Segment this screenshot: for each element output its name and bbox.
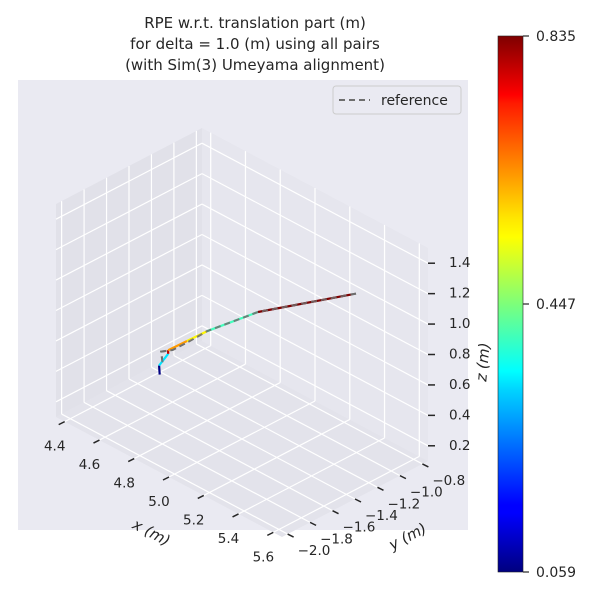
grid-z-back: [201, 142, 429, 264]
colorbar: 0.059 0.447 0.835: [497, 29, 576, 581]
x-tick-label: 5.4: [218, 531, 239, 547]
title-line-2: for delta = 1.0 (m) using all pairs: [130, 35, 380, 53]
grid-z-side: [55, 264, 203, 342]
x-tick-label: 5.0: [148, 494, 169, 510]
grid-z-side: [55, 173, 203, 251]
x-tick-label: 5.6: [253, 549, 274, 565]
grid-z-side: [55, 233, 203, 312]
trajectory-series: [158, 292, 357, 375]
y-tick-label: −1.2: [387, 496, 420, 512]
x-tick-label: 4.6: [79, 457, 100, 473]
colorbar-tick-label: 0.835: [536, 29, 576, 45]
title-line-3: (with Sim(3) Umeyama alignment): [125, 56, 385, 74]
grid-z-back: [201, 203, 429, 325]
title-line-1: RPE w.r.t. translation part (m): [144, 14, 366, 32]
colorbar-tick-label: 0.447: [536, 297, 576, 313]
y-tick-label: −0.8: [432, 473, 465, 489]
z-tick-label: 1.2: [449, 286, 470, 302]
colorbar-gradient: [498, 36, 523, 572]
y-tick-mark: [422, 463, 429, 468]
grid-z-side: [55, 203, 203, 281]
y-tick-label: −1.6: [343, 520, 376, 536]
grid-y-floor: [151, 366, 378, 488]
error-segment: [158, 353, 170, 367]
z-tick-label: 0.2: [449, 438, 470, 454]
y-tick-label: −1.4: [365, 508, 398, 524]
axis-ticks: 4.44.64.85.05.25.45.6 −2.0−1.8−1.6−1.4−1.…: [44, 255, 471, 565]
grid-lines: [55, 130, 429, 535]
grid-z-back: [201, 294, 429, 416]
z-tick-label: 0.6: [449, 377, 470, 393]
grid-y-floor: [173, 355, 401, 477]
chart-title: RPE w.r.t. translation part (m) for delt…: [125, 14, 385, 74]
x-tick-mark: [162, 476, 170, 481]
z-tick-label: 1.0: [449, 316, 470, 332]
y-tick-label: −1.8: [320, 531, 353, 547]
x-tick-mark: [127, 457, 135, 463]
y-tick-label: −1.0: [410, 485, 443, 501]
error-segment: [158, 365, 161, 375]
x-tick-mark: [197, 494, 205, 500]
grid-y-floor: [196, 343, 423, 465]
legend-frame: [332, 85, 462, 115]
y-tick-mark: [399, 474, 407, 480]
y-tick-mark: [332, 510, 339, 515]
x-tick-mark: [58, 420, 66, 426]
x-tick-label: 4.4: [44, 439, 65, 455]
grid-y-floor: [128, 378, 356, 500]
x-tick-mark: [266, 531, 274, 537]
legend-reference-label: reference: [381, 93, 448, 109]
reference-trajectory-overlay: [160, 292, 357, 363]
grid-z-side: [55, 325, 203, 403]
y-tick-label: −2.0: [298, 543, 331, 559]
grid-z-side: [55, 142, 203, 220]
x-tick-mark: [232, 513, 239, 518]
grid-y-floor: [61, 413, 288, 535]
grid-z-side: [55, 294, 203, 372]
grid-z-back: [201, 173, 429, 295]
z-tick-label: 0.4: [449, 407, 470, 423]
grid-z-back: [201, 233, 429, 356]
x-tick-mark: [93, 439, 100, 444]
z-axis-label: z (m): [472, 342, 493, 383]
y-tick-mark: [377, 486, 384, 491]
y-tick-mark: [309, 521, 317, 527]
z-tick-label: 1.4: [449, 255, 470, 271]
grid-z-back: [201, 325, 429, 447]
y-tick-mark: [354, 498, 362, 503]
error-segment: [167, 340, 188, 352]
legend: reference: [332, 85, 462, 115]
x-tick-label: 5.2: [183, 512, 204, 528]
colorbar-ticks: 0.059 0.447 0.835: [523, 29, 576, 581]
z-tick-label: 0.8: [449, 347, 470, 363]
grid-y-floor: [106, 390, 333, 512]
x-tick-label: 4.8: [113, 476, 134, 492]
y-tick-mark: [287, 533, 294, 538]
grid-y-floor: [83, 401, 311, 523]
grid-z-back: [201, 264, 429, 386]
colorbar-tick-label: 0.059: [536, 565, 576, 581]
